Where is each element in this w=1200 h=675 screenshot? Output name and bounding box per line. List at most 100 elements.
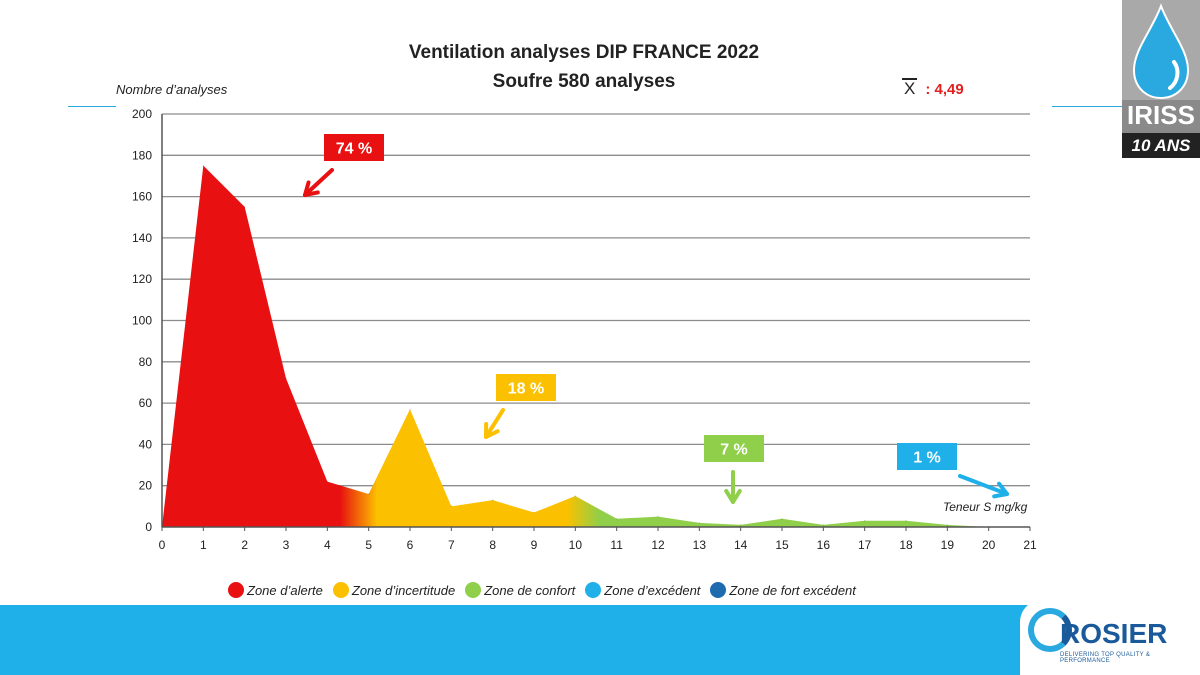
x-tick-label: 0 <box>159 538 166 552</box>
callout-incertitude-arrow <box>484 408 505 439</box>
x-tick-label: 7 <box>448 538 455 552</box>
title-rule-left <box>68 106 116 107</box>
x-tick-label: 18 <box>899 538 913 552</box>
data-point <box>326 480 329 483</box>
water-drop-icon <box>1132 3 1190 100</box>
legend-item: Zone de confort <box>465 582 575 598</box>
chart-subtitle: Soufre 580 analyses <box>492 71 676 92</box>
callout-incertitude-box <box>496 374 556 401</box>
data-point <box>905 520 907 522</box>
data-point <box>657 515 659 518</box>
callout-alerte-box <box>324 134 384 161</box>
data-point <box>615 517 618 520</box>
legend-item: Zone d’alerte <box>228 582 323 598</box>
legend: Zone d’alerte Zone d’incertitude Zone de… <box>228 582 856 598</box>
x-tick-label: 15 <box>775 538 789 552</box>
x-tick-label: 2 <box>241 538 248 552</box>
callout-excedent-label: 1 % <box>913 450 941 467</box>
legend-dot-icon <box>465 582 482 598</box>
iriss-logo-name: IRISS <box>1127 100 1195 130</box>
x-tick-label: 14 <box>734 538 748 552</box>
data-point <box>243 206 246 208</box>
data-point <box>822 524 825 526</box>
mean-value: X : 4,49 <box>902 78 964 99</box>
callout-excedent-arrow <box>958 474 1009 496</box>
legend-label: Zone d’alerte <box>247 582 323 598</box>
y-tick-label: 160 <box>132 190 152 204</box>
data-point <box>491 499 494 501</box>
x-tick-label: 3 <box>283 538 290 552</box>
callout-incertitude-label: 18 % <box>508 381 544 398</box>
x-tick-label: 21 <box>1023 538 1037 552</box>
data-point <box>863 520 866 522</box>
chart-title: Ventilation analyses DIP FRANCE 2022 <box>408 42 760 63</box>
y-tick-label: 100 <box>132 314 152 328</box>
x-tick-label: 12 <box>651 538 665 552</box>
legend-label: Zone d’excédent <box>604 582 701 598</box>
x-tick-label: 19 <box>941 538 955 552</box>
mean-symbol: X <box>902 78 918 98</box>
legend-label: Zone de confort <box>484 582 576 598</box>
y-tick-label: 200 <box>132 107 152 121</box>
rosier-ring-icon <box>1028 608 1072 652</box>
data-point <box>409 408 411 411</box>
data-point <box>202 164 205 167</box>
x-tick-label: 5 <box>365 538 372 552</box>
x-axis-label: Teneur S mg/kg <box>943 500 1028 514</box>
rosier-logo-name: ROSIER <box>1060 618 1168 649</box>
data-point <box>285 377 287 380</box>
callout-incertitude-arrowhead <box>484 422 500 439</box>
rosier-logo-tagline: DELIVERING TOP QUALITY & PERFORMANCE <box>1060 652 1151 664</box>
legend-dot-icon <box>585 582 602 598</box>
x-tick-label: 10 <box>569 538 583 552</box>
data-point <box>533 511 535 514</box>
legend-dot-icon <box>332 582 349 598</box>
x-tick-label: 20 <box>982 538 996 552</box>
callout-confort-arrowhead <box>724 488 742 504</box>
callout-confort-box <box>704 435 764 462</box>
x-tick-label: 1 <box>200 538 207 552</box>
x-tick-label: 4 <box>324 538 331 552</box>
callout-alerte-arrowhead <box>303 180 320 197</box>
area-series <box>162 165 989 527</box>
y-tick-label: 20 <box>139 479 153 493</box>
legend-item: Zone d’excédent <box>585 582 700 598</box>
title-rule-right <box>1052 106 1122 107</box>
y-tick-label: 120 <box>132 272 152 286</box>
data-point <box>698 522 701 524</box>
y-tick-label: 60 <box>139 396 153 410</box>
legend-label: Zone d’incertitude <box>351 582 456 598</box>
callout-excedent-box <box>897 443 957 470</box>
y-tick-label: 40 <box>139 437 153 451</box>
x-tick-label: 17 <box>858 538 872 552</box>
callout-excedent-arrowhead <box>992 481 1009 499</box>
x-tick-label: 8 <box>489 538 496 552</box>
callout-confort-label: 7 % <box>720 442 748 459</box>
legend-item: Zone de fort excédent <box>710 582 856 598</box>
x-tick-label: 9 <box>531 538 538 552</box>
data-point <box>574 495 577 497</box>
callout-alerte-label: 74 % <box>336 141 372 158</box>
data-point <box>739 524 742 526</box>
callout-alerte-arrow <box>303 168 334 197</box>
data-point <box>946 524 949 526</box>
x-tick-label: 6 <box>407 538 414 552</box>
footer-band <box>0 605 1200 675</box>
iriss-logo-sub: 10 ANS <box>1122 133 1200 158</box>
x-tick-label: 13 <box>693 538 707 552</box>
legend-dot-icon <box>710 582 727 598</box>
legend-item: Zone d’incertitude <box>332 582 456 598</box>
legend-dot-icon <box>228 582 244 598</box>
x-tick-label: 11 <box>610 538 623 552</box>
y-tick-label: 140 <box>132 231 152 245</box>
legend-label: Zone de fort excédent <box>729 582 856 598</box>
mean-number: : 4,49 <box>925 81 964 98</box>
y-axis-label: Nombre d’analyses <box>116 82 228 97</box>
data-point <box>367 493 370 495</box>
data-point <box>781 517 783 520</box>
data-point <box>450 505 453 508</box>
y-tick-label: 180 <box>132 148 152 162</box>
y-tick-label: 0 <box>145 520 152 534</box>
x-tick-label: 16 <box>817 538 831 552</box>
